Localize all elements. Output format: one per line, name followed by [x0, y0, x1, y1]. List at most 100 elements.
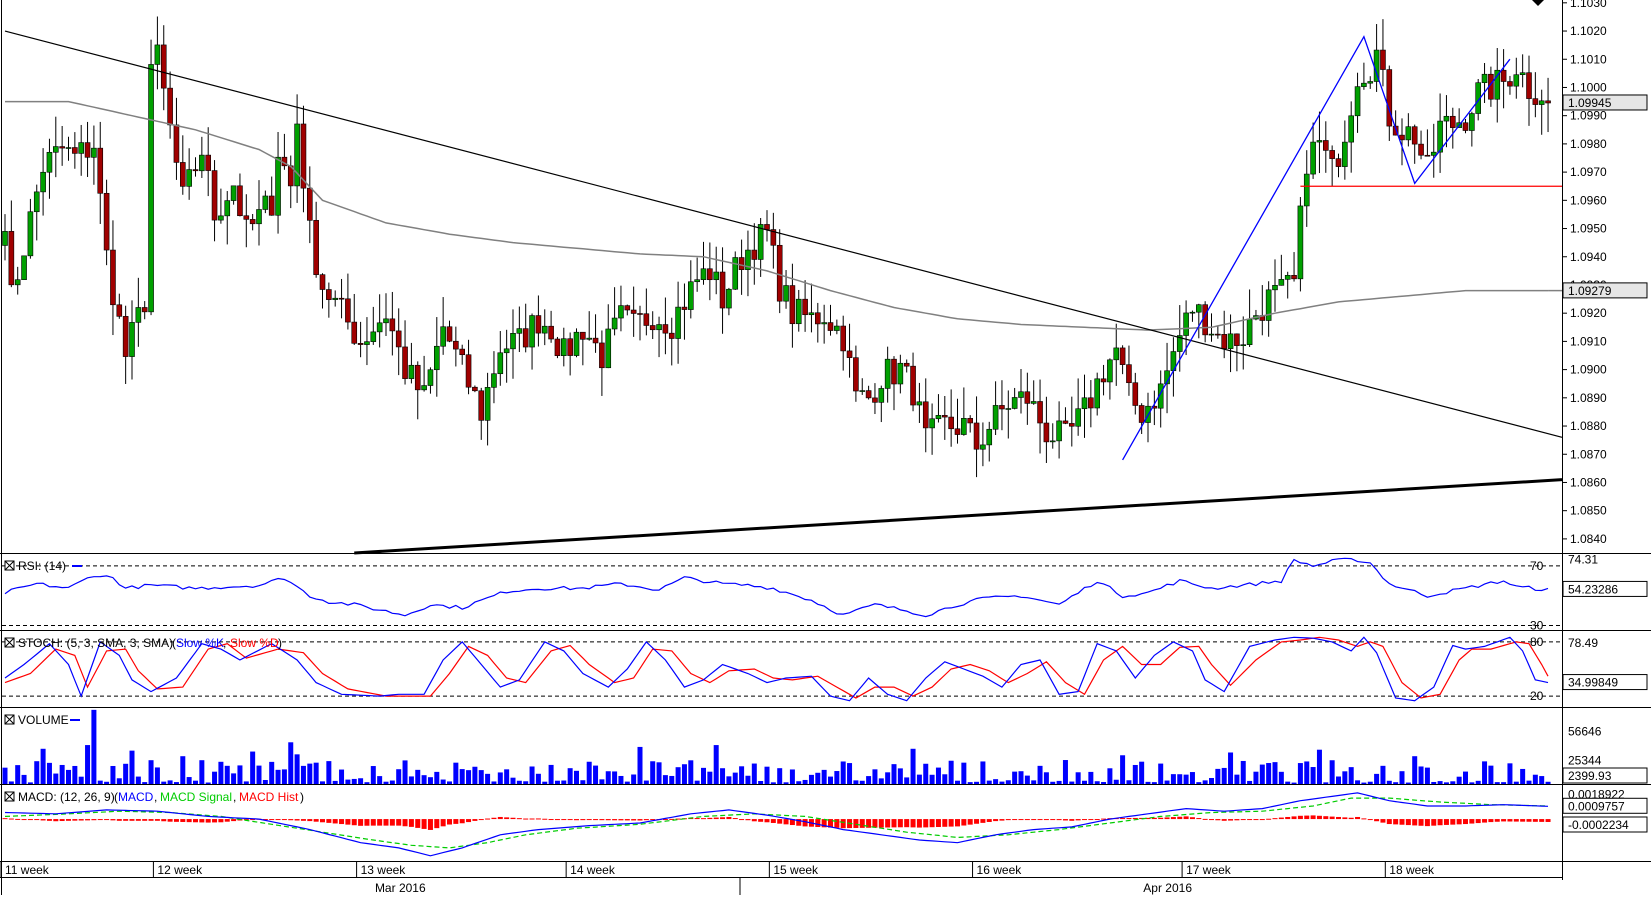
macd-hist-bar	[408, 819, 414, 827]
candle-body	[186, 169, 192, 187]
volume-bar	[1209, 777, 1214, 784]
volume-bar	[758, 780, 764, 784]
macd-hist-bar	[834, 819, 840, 828]
volume-bar	[1266, 763, 1272, 784]
macd-hist-bar	[59, 819, 65, 822]
macd-hist-bar	[123, 819, 129, 821]
macd-hist-bar	[288, 819, 294, 821]
macd-hist-bar	[1266, 818, 1272, 820]
candle	[687, 260, 694, 319]
candle-body	[326, 289, 332, 300]
volume-bar	[1139, 761, 1145, 784]
macd-hist-bar	[447, 819, 452, 825]
macd-hist-bar	[1412, 819, 1418, 826]
volume-bar	[593, 765, 599, 784]
moving-average-line	[5, 100, 1548, 331]
stoch-value-label: 34.99849	[1568, 676, 1618, 690]
candle-body	[961, 418, 967, 435]
candle-body	[827, 322, 834, 331]
macd-hist-bar	[1234, 819, 1240, 821]
candle-body	[205, 154, 211, 171]
volume-bar	[364, 782, 370, 784]
macd-hist-bar	[713, 817, 719, 820]
candle-body	[14, 279, 21, 286]
candle-body	[707, 268, 713, 281]
candle	[814, 302, 821, 343]
macd-hist-bar	[1075, 819, 1081, 821]
price-tick-label: 1.0860	[1570, 475, 1607, 489]
candle	[351, 293, 358, 345]
macd-hist-bar	[78, 819, 84, 821]
candle-body	[1215, 333, 1221, 336]
week-label: 12 week	[157, 863, 203, 877]
macd-title: MACD: (12, 26, 9)	[18, 790, 115, 804]
volume-bar	[1450, 781, 1456, 784]
candle	[472, 385, 478, 393]
candle-body	[319, 274, 326, 290]
volume-bar	[34, 761, 40, 784]
volume-bar	[1158, 763, 1164, 784]
volume-bar	[72, 765, 78, 784]
rsi-level-label: 70	[1530, 559, 1544, 573]
volume-bar	[415, 769, 421, 784]
volume-bar	[1361, 782, 1367, 784]
macd-hist-bar	[993, 819, 999, 822]
candle-body	[453, 340, 459, 350]
candle-body	[408, 364, 415, 379]
candle	[1069, 396, 1075, 447]
volume-bar	[142, 782, 148, 784]
candle-body	[662, 324, 669, 334]
macd-hist-bar	[1005, 819, 1011, 821]
candle	[180, 135, 186, 195]
volume-bar	[504, 769, 510, 784]
volume-bar	[859, 780, 865, 784]
macd-hist-bar	[1405, 819, 1411, 826]
candle	[33, 184, 40, 241]
volume-bar	[129, 750, 135, 784]
candle	[1405, 113, 1412, 147]
macd-hist-bar	[815, 819, 821, 827]
macd-hist-bar	[1031, 819, 1037, 821]
candle	[980, 422, 986, 467]
candle	[249, 214, 256, 231]
macd-hist-bar	[732, 818, 738, 820]
macd-hist-bar	[1278, 817, 1284, 820]
candle-body	[637, 313, 643, 315]
volume-bar	[1329, 760, 1335, 784]
candle-body	[167, 87, 173, 126]
candle-body	[351, 321, 358, 344]
macd-hist-bar	[1062, 819, 1068, 821]
svg-text:,: ,	[154, 790, 157, 804]
candle-body	[27, 211, 34, 257]
volume-bar	[1501, 782, 1507, 784]
candle	[992, 381, 999, 436]
scroll-marker-icon[interactable]	[1532, 0, 1544, 6]
macd-hist-bar	[2, 818, 8, 820]
macd-hist-bar	[866, 819, 872, 828]
candle-body	[1418, 143, 1424, 156]
volume-bar	[1386, 780, 1392, 784]
candle-body	[618, 305, 624, 319]
macd-hist-bar	[1202, 818, 1208, 820]
volume-bar	[662, 775, 668, 784]
candle	[78, 124, 84, 176]
volume-bar	[1253, 771, 1259, 784]
candle-body	[1018, 391, 1024, 398]
candle	[97, 121, 104, 224]
candle	[300, 105, 307, 213]
volume-bar	[770, 782, 776, 784]
pattern-lines	[1122, 35, 1511, 461]
volume-bar	[1494, 782, 1500, 784]
volume-bar	[447, 781, 452, 784]
macd-hist-bar	[967, 819, 973, 825]
candle-body	[1056, 420, 1062, 442]
macd-hist-bar	[199, 819, 205, 823]
candle-body	[891, 358, 897, 385]
candle	[1265, 281, 1272, 337]
volume-bar	[1145, 781, 1151, 784]
macd-hist-bar	[1228, 819, 1234, 821]
macd-hist-bar	[624, 819, 630, 821]
candles	[2, 16, 1551, 478]
volume-bar	[1463, 771, 1468, 784]
volume-bar	[707, 771, 713, 784]
